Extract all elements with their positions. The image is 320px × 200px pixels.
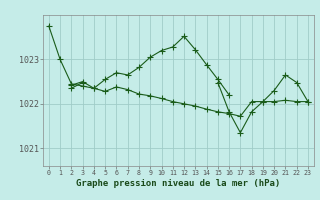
X-axis label: Graphe pression niveau de la mer (hPa): Graphe pression niveau de la mer (hPa) — [76, 179, 281, 188]
